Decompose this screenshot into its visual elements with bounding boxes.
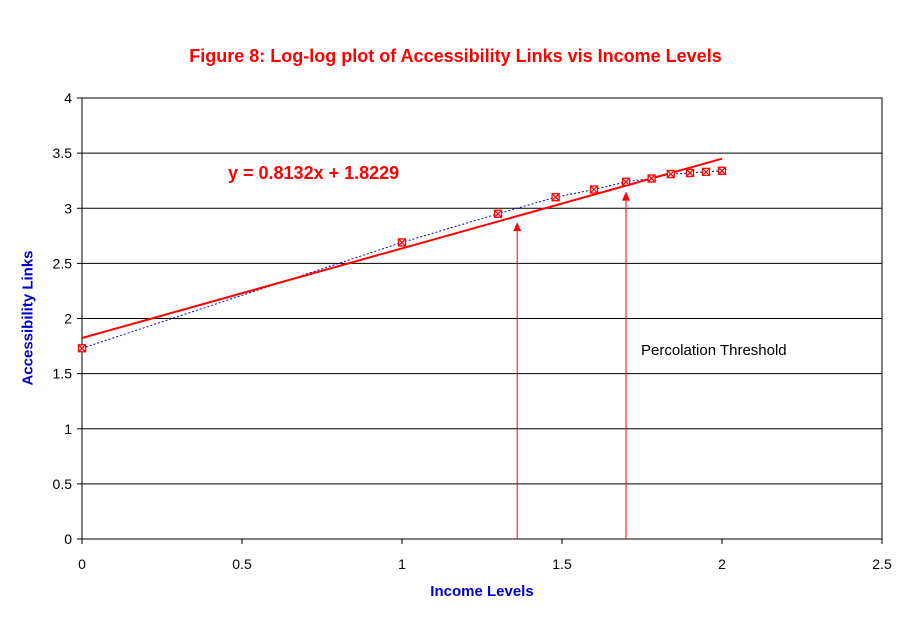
data-point	[589, 185, 599, 194]
data-point-cross	[686, 169, 694, 177]
y-tick-label: 1	[64, 421, 72, 437]
y-tick-label: 3.5	[53, 145, 73, 161]
y-tick-label: 2	[64, 311, 72, 327]
x-tick-label: 1.5	[552, 556, 572, 572]
data-points	[77, 166, 727, 353]
data-point-cross	[590, 186, 598, 193]
data-point	[666, 169, 675, 179]
y-tick-label: 2.5	[53, 255, 73, 271]
x-tick-label: 2	[718, 556, 726, 572]
data-point-cross	[494, 210, 502, 218]
threshold-arrow-head	[622, 191, 630, 201]
x-axis-label: Income Levels	[430, 583, 534, 600]
y-tick-label: 0	[64, 531, 72, 547]
x-tick-label: 2.5	[872, 556, 892, 572]
gridlines	[82, 152, 882, 485]
data-point-cross	[552, 193, 560, 201]
x-tick-label: 1	[398, 556, 406, 572]
x-tick-label: 0.5	[232, 556, 252, 572]
data-point	[621, 177, 631, 186]
data-point	[77, 344, 87, 353]
data-point	[493, 209, 503, 218]
data-point	[685, 168, 695, 178]
threshold-arrow-head	[513, 222, 522, 232]
trendline-equation: y = 0.8132x + 1.8229	[228, 163, 399, 183]
data-point-cross	[667, 170, 675, 178]
data-point	[701, 167, 711, 177]
axis-ticks: 0 0.5 1 1.5 2 2.5 3 3.5 4 0 0.5 1 1.5 2 2.5	[53, 90, 892, 572]
trendline	[81, 157, 723, 339]
data-point-cross	[648, 175, 656, 182]
data-point	[397, 238, 407, 247]
chart-title: Figure 8: Log-log plot of Accessibility …	[189, 46, 722, 66]
y-tick-label: 1.5	[53, 366, 73, 382]
data-point	[551, 193, 560, 202]
data-point-cross	[398, 239, 406, 246]
x-tick-label: 0	[78, 556, 86, 572]
data-point-cross	[78, 344, 86, 352]
y-tick-label: 3	[64, 200, 72, 216]
y-tick-label: 0.5	[53, 476, 73, 492]
percolation-threshold-label: Percolation Threshold	[641, 342, 787, 359]
data-point	[647, 174, 656, 183]
data-point-cross	[718, 167, 726, 175]
threshold-arrows	[513, 191, 630, 539]
y-tick-label: 4	[64, 90, 72, 106]
trendline-group	[81, 157, 723, 339]
data-point-cross	[702, 168, 710, 176]
data-point	[717, 166, 727, 175]
data-point-cross	[622, 178, 630, 186]
